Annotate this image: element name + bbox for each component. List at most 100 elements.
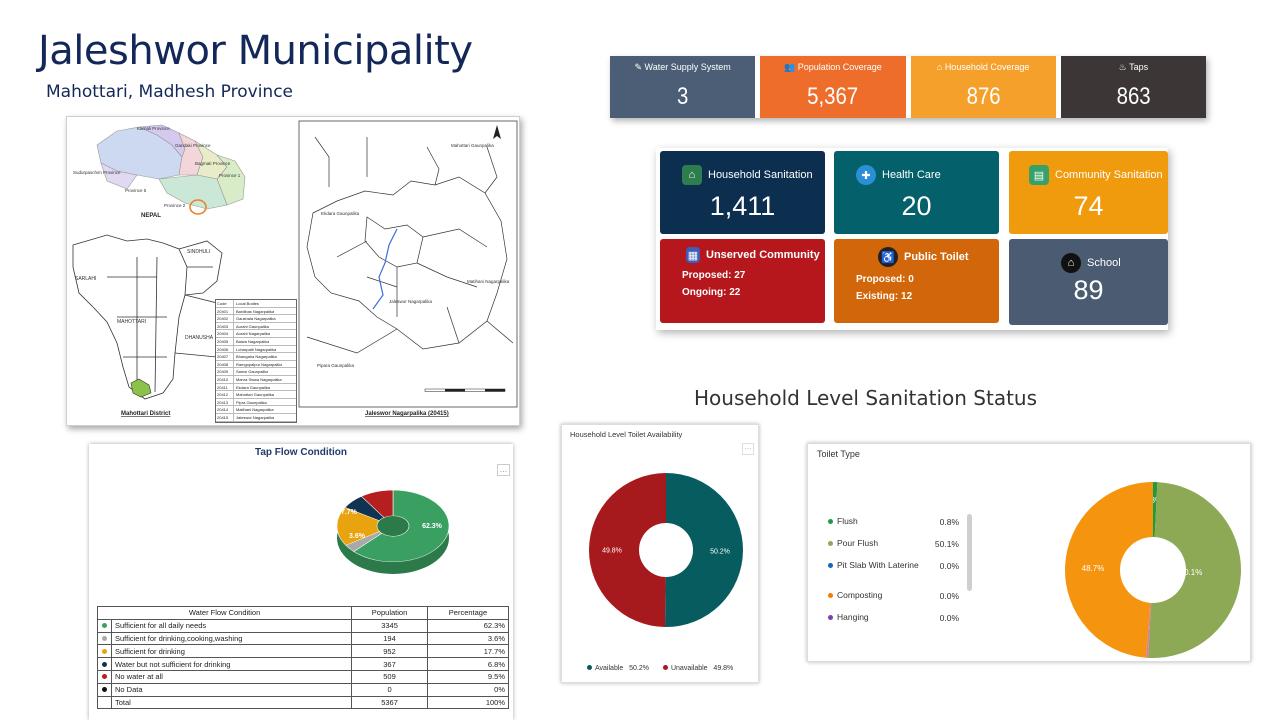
toilet-type-slice[interactable]	[1065, 482, 1153, 658]
tile-health-care[interactable]: ✚ Health Care 20	[834, 151, 999, 234]
toilet-type-chart: 0.8%50.1%0.4%48.7%	[1065, 482, 1242, 659]
legend-name: Local Bodies	[236, 301, 259, 306]
legend-item[interactable]: Pit Slab With Laterine 0.0%	[828, 560, 959, 571]
stat-label: ✎ Water Supply System	[610, 62, 755, 74]
slice-label: 62.3%	[422, 523, 443, 530]
stat-strip: ✎ Water Supply System 3 👥 Population Cover…	[610, 56, 1206, 118]
tile-public-toilet[interactable]: ♿ Public Toilet Proposed: 0 Existing: 12	[834, 239, 999, 323]
tile-ongoing: Ongoing: 22	[682, 287, 741, 298]
legend-row: 20402 Gaushala Nagarpalika	[216, 315, 296, 323]
tap-icon: ♨	[1118, 62, 1127, 72]
district-map	[72, 234, 228, 400]
health-care-icon: ✚	[856, 165, 876, 185]
row-population: 0	[351, 682, 428, 697]
slice-label: 48.7%	[1082, 564, 1105, 573]
legend-name: Bhangaha Nagarpalika	[236, 354, 277, 360]
availability-slice[interactable]	[665, 473, 743, 627]
legend-name: Ramgopalpur Nagarpalika	[236, 361, 283, 367]
home-icon: ⌂	[936, 62, 943, 72]
legend-name: Pour Flush	[837, 538, 879, 548]
legend-item[interactable]: Unavailable 49.8%	[662, 665, 734, 672]
stat-label: ⌂ Household Coverage	[911, 62, 1056, 74]
map-label-sindhuli: SINDHULI	[187, 249, 210, 255]
stat-card[interactable]: ⌂ Household Coverage 876	[910, 56, 1056, 118]
row-label: Sufficient for drinking	[110, 644, 353, 659]
row-percentage: 6.8%	[426, 657, 510, 671]
river-line	[372, 228, 398, 310]
jaleswor-highlight	[130, 378, 152, 398]
tile-existing: Existing: 12	[856, 291, 913, 302]
map-caption-municipality: Jaleswor Nagarpalika (20415)	[365, 411, 449, 417]
table-row: Water but not sufficient for drinking 367…	[97, 657, 510, 671]
map-label-mahottari-gp: Mahottari Gaunpalika	[451, 143, 494, 148]
legend-scrollbar[interactable]	[967, 514, 972, 591]
row-color-dot	[97, 682, 112, 697]
tile-value: 74	[1073, 191, 1104, 221]
legend-row: 20407 Bhangaha Nagarpalika	[216, 353, 296, 361]
map-label-province5: Province 5	[125, 188, 147, 193]
legend-value: 49.8%	[713, 665, 734, 672]
stat-label: ♨ Taps	[1061, 62, 1206, 74]
toilet-type-slice[interactable]	[1145, 602, 1152, 658]
legend-item[interactable]: Composting 0.0%	[828, 590, 959, 601]
slice-label: 17.7%	[337, 509, 358, 516]
row-population: 367	[351, 657, 428, 671]
legend-row: 20408 Ramgopalpur Nagarpalika	[216, 360, 296, 369]
tile-unserved-community[interactable]: ▦ Unserved Community Proposed: 27 Ongoin…	[660, 239, 825, 323]
map-label-province1: Province 1	[219, 173, 241, 178]
tap-flow-table: Water Flow Condition Population Percenta…	[96, 606, 510, 710]
map-label-karnali: Karnali Province	[137, 126, 170, 131]
availability-slice[interactable]	[588, 473, 666, 627]
clipboard-icon: ▤	[1029, 165, 1049, 185]
legend-item[interactable]: Hanging 0.0%	[828, 612, 959, 623]
tap-flow-slice[interactable]	[353, 489, 450, 563]
stat-card[interactable]: 👥 Population Coverage 5,367	[760, 56, 906, 118]
menu-button[interactable]: …	[742, 443, 754, 455]
total-label: Total	[110, 695, 353, 710]
toilet-type-slice[interactable]	[1148, 482, 1242, 659]
stat-label-text: Water Supply System	[644, 62, 731, 72]
legend-row: 20411 Ekdara Gaunpalika	[216, 383, 296, 392]
tile-school[interactable]: ⌂ School 89	[1009, 239, 1168, 325]
location-map: Karnali Province Gandaki Province Bagmat…	[66, 116, 520, 426]
tile-household-sanitation[interactable]: ⌂ Household Sanitation 1,411	[660, 151, 825, 234]
stat-card[interactable]: ♨ Taps 863	[1060, 56, 1206, 118]
toilet-type-title: Toilet Type	[817, 449, 860, 459]
legend-row: 20413 Pipra Gaunpalika	[216, 398, 296, 407]
legend-name: Loharpatti Nagarpalika	[236, 346, 277, 352]
tile-label: Public Toilet	[904, 251, 969, 263]
legend-name: Hanging	[837, 612, 869, 622]
map-label-mahottari: MAHOTTARI	[117, 319, 146, 325]
legend-item[interactable]: Available 50.2%	[587, 665, 649, 672]
legend-row: 20414 Matihani Nagarpalika	[216, 406, 296, 414]
tile-community-sanitation[interactable]: ▤ Community Sanitation 74	[1009, 151, 1168, 234]
legend-name: Aurahi Nagarpalika	[236, 331, 271, 337]
slice-label: 50.2%	[710, 548, 730, 555]
legend-name: Flush	[837, 516, 858, 526]
tile-value: 20	[901, 191, 932, 221]
legend-code: 20405	[216, 337, 234, 345]
map-label-ekdara: Ekdara Gaunpalika	[321, 211, 360, 216]
legend-name: Matihani Nagarpalika	[236, 407, 274, 413]
toilet-type-slice[interactable]	[1153, 482, 1158, 538]
stat-card[interactable]: ✎ Water Supply System 3	[610, 56, 756, 118]
legend-item[interactable]: Pour Flush 50.1%	[828, 538, 959, 549]
legend-item[interactable]: Flush 0.8%	[828, 516, 959, 527]
slice-label: 6.8%	[351, 481, 368, 488]
map-scale-bar	[424, 388, 506, 392]
legend-code: 20407	[216, 353, 234, 360]
map-label-jaleswor: Jaleswor Nagarpalika	[389, 299, 433, 304]
map-label-nepal: NEPAL	[141, 213, 161, 219]
row-population: 3345	[351, 618, 428, 633]
legend-name: Gaushala Nagarpalika	[236, 316, 276, 322]
tap-flow-slice[interactable]	[361, 489, 394, 518]
row-color-dot	[97, 644, 112, 659]
slice-label: 49.8%	[602, 548, 622, 555]
nepal-map	[96, 124, 246, 215]
stat-label-text: Taps	[1129, 62, 1149, 72]
row-label: Sufficient for drinking,cooking,washing	[110, 631, 353, 646]
table-row: Sufficient for all daily needs 3345 62.3%	[97, 618, 510, 633]
table-header-row: Water Flow Condition Population Percenta…	[96, 606, 510, 620]
menu-button[interactable]: …	[497, 464, 510, 476]
tile-value: 89	[1073, 275, 1104, 305]
